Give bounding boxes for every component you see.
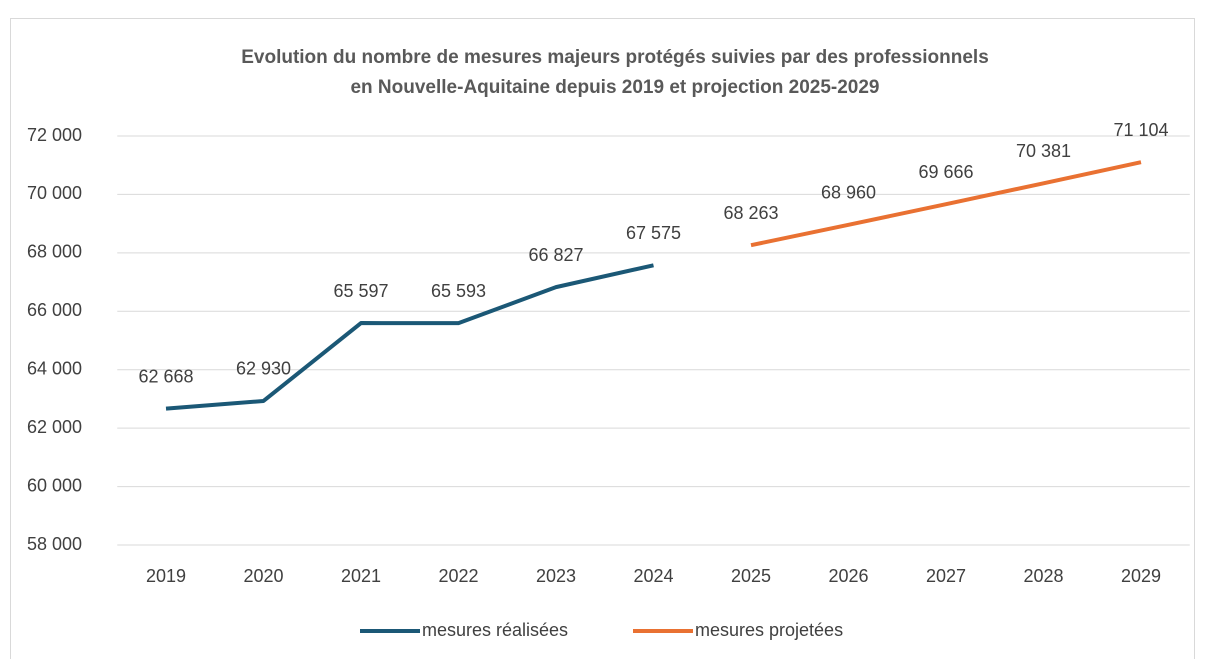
data-label: 66 827 [528,245,583,265]
y-tick-label: 60 000 [27,475,82,495]
data-label: 68 263 [723,203,778,223]
x-tick-label: 2021 [341,566,381,586]
x-tick-label: 2024 [633,566,673,586]
y-tick-label: 64 000 [27,358,82,378]
y-tick-label: 58 000 [27,534,82,554]
data-label: 70 381 [1016,141,1071,161]
chart-title: en Nouvelle-Aquitaine depuis 2019 et pro… [350,77,879,98]
y-tick-label: 72 000 [27,125,82,145]
y-tick-label: 68 000 [27,242,82,262]
x-tick-label: 2025 [731,566,771,586]
legend-label: mesures réalisées [422,620,568,640]
series-line [750,160,1142,248]
y-tick-label: 62 000 [27,417,82,437]
data-label: 62 668 [138,366,193,386]
chart-title: Evolution du nombre de mesures majeurs p… [241,47,989,68]
legend-label: mesures projetées [695,620,843,640]
data-label: 65 597 [333,281,388,301]
data-label: 62 930 [236,359,291,379]
series-line [165,263,654,411]
x-tick-label: 2022 [438,566,478,586]
x-tick-label: 2028 [1023,566,1063,586]
x-tick-label: 2023 [536,566,576,586]
data-label: 69 666 [918,162,973,182]
chart-border [10,18,1195,659]
y-tick-label: 70 000 [27,183,82,203]
y-tick-label: 66 000 [27,300,82,320]
x-tick-label: 2027 [926,566,966,586]
x-tick-label: 2019 [146,566,186,586]
data-label: 65 593 [431,281,486,301]
x-tick-label: 2029 [1121,566,1161,586]
x-tick-label: 2020 [243,566,283,586]
data-label: 67 575 [626,223,681,243]
x-tick-label: 2026 [828,566,868,586]
data-label: 71 104 [1113,120,1168,140]
data-label: 68 960 [821,183,876,203]
